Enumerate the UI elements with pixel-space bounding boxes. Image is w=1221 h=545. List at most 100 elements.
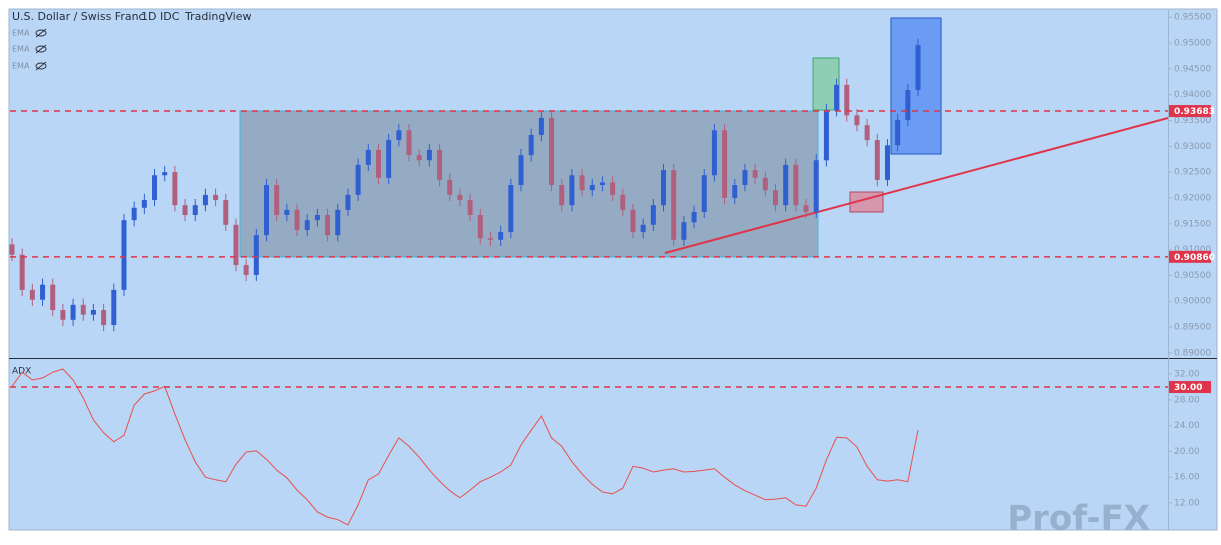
y-tick-label: 24.00: [1174, 421, 1200, 431]
y-tick-label: 0.95500: [1174, 13, 1211, 23]
candle-body: [518, 155, 524, 186]
panel: [8, 8, 1218, 531]
candle-body: [538, 117, 544, 135]
interval: 1D: [141, 10, 156, 23]
y-tick-label: 0.91500: [1174, 219, 1211, 229]
brand: TradingView: [184, 10, 251, 23]
candle-body: [457, 194, 463, 201]
candle-body: [528, 134, 534, 156]
candle-body: [182, 205, 188, 215]
candle-body: [365, 149, 371, 165]
candle-body: [874, 140, 880, 180]
candle-body: [783, 164, 789, 206]
level-label: 0.93683: [1174, 107, 1215, 117]
candle-body: [447, 179, 453, 195]
candle-body: [335, 209, 341, 236]
candle-body: [111, 289, 117, 325]
y-tick-label: 0.90000: [1174, 297, 1211, 307]
candle-body: [793, 164, 799, 206]
candle-body: [671, 170, 677, 240]
candle-body: [152, 175, 158, 201]
hidden-icons: [35, 28, 47, 71]
candle-body: [630, 209, 636, 233]
indicator-title: ADX: [12, 367, 31, 377]
candle-body: [599, 182, 605, 186]
candle-body: [559, 185, 565, 206]
y-tick-label: 0.89500: [1174, 323, 1211, 333]
y-tick-label: 16.00: [1174, 473, 1200, 483]
candles: [9, 38, 921, 332]
candle-body: [711, 130, 717, 176]
y-tick-label: 0.95000: [1174, 39, 1211, 49]
candle-body: [762, 177, 768, 191]
y-tick-label: 0.92000: [1174, 193, 1211, 203]
candle-body: [834, 84, 840, 111]
candle-body: [864, 125, 870, 141]
candle-body: [294, 209, 300, 230]
candle-body: [610, 182, 616, 195]
candle-body: [50, 284, 56, 311]
candle-body: [437, 149, 443, 180]
candle-body: [162, 172, 168, 176]
y-tick-label: 28.00: [1174, 395, 1200, 405]
source: IDC: [160, 10, 180, 23]
candle-body: [40, 284, 46, 300]
candle-body: [498, 232, 504, 240]
candle-body: [101, 310, 107, 325]
candle-body: [9, 244, 15, 255]
candle-body: [19, 254, 25, 290]
candle-body: [844, 84, 850, 116]
candle-body: [172, 172, 178, 206]
candle-body: [192, 205, 198, 215]
y-tick-label: 20.00: [1174, 447, 1200, 457]
candle-body: [905, 90, 911, 120]
candle-body: [549, 117, 555, 186]
candle-body: [213, 194, 219, 201]
ema-label: EMA: [12, 29, 30, 38]
candle-body: [29, 289, 35, 300]
candle-body: [314, 214, 320, 221]
candle-body: [80, 304, 86, 315]
candle-body: [386, 140, 392, 178]
candle-body: [722, 130, 728, 198]
y-tick-label: 0.93000: [1174, 142, 1211, 152]
y-tick-label: 0.94000: [1174, 90, 1211, 100]
candle-body: [701, 175, 707, 212]
y-tick-label: 0.91000: [1174, 245, 1211, 255]
symbol-title: U.S. Dollar / Swiss Franc: [12, 10, 145, 23]
candle-body: [426, 149, 432, 161]
candle-body: [895, 119, 901, 146]
level-label-bg: [1169, 105, 1211, 118]
watermark: Prof-FX: [1007, 499, 1150, 539]
candle-body: [681, 222, 687, 240]
y-tick-label: 0.90500: [1174, 271, 1211, 281]
candle-body: [253, 235, 259, 275]
trend-line: [664, 117, 1169, 254]
candle-body: [325, 214, 331, 236]
y-tick-label: 0.93500: [1174, 116, 1211, 126]
candle-body: [813, 160, 819, 212]
candle-body: [589, 185, 595, 191]
candle-body: [233, 224, 239, 266]
candle-body: [661, 170, 667, 206]
y-tick-label: 32.00: [1174, 370, 1200, 380]
y-tick-label: 0.94500: [1174, 64, 1211, 74]
candle-body: [650, 205, 656, 225]
candle-body: [243, 265, 249, 275]
ema-label: EMA: [12, 45, 30, 54]
candle-body: [70, 304, 76, 320]
candle-body: [396, 130, 402, 141]
candle-body: [131, 207, 137, 221]
adx-line: [11, 368, 919, 526]
candle-body: [264, 185, 269, 236]
candle-body: [467, 200, 473, 215]
candle-body: [752, 170, 758, 178]
candle-body: [304, 220, 310, 230]
candle-body: [803, 205, 809, 212]
candle-body: [569, 175, 575, 206]
candle-body: [742, 170, 748, 186]
candle-body: [416, 155, 422, 161]
candle-body: [375, 149, 381, 178]
candle-body: [915, 45, 921, 91]
